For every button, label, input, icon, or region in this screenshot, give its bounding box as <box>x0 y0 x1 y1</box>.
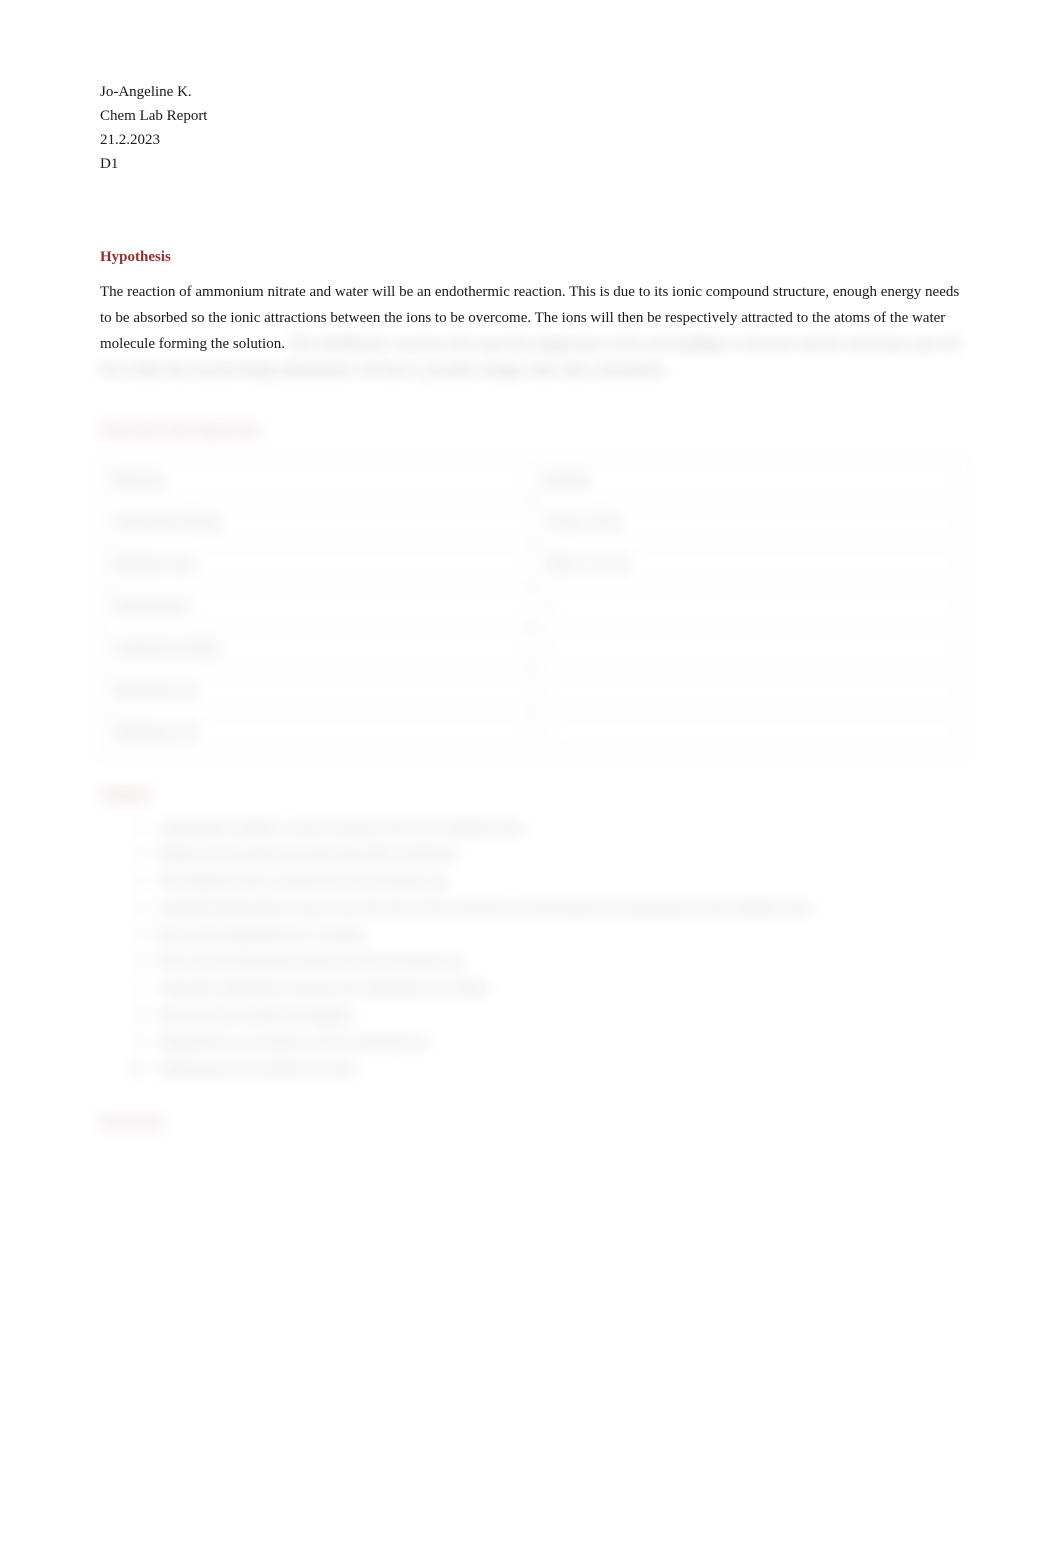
materials-section-blurred: Materials and Apparatus Materials Quanti… <box>100 419 962 1134</box>
course-title: Chem Lab Report <box>100 104 962 128</box>
method-step: Temperature is recorded for 5 trials <box>150 1058 962 1082</box>
table-row: Styrofoam cup 1 <box>101 670 962 712</box>
method-step: Using the temperature, measure the tempe… <box>150 977 962 1001</box>
student-name: Jo-Angeline K. <box>100 80 962 104</box>
method-step: Temperature is recorded at a 30 second i… <box>150 1031 962 1055</box>
hypothesis-visible: The reaction of ammonium nitrate and wat… <box>100 284 959 353</box>
method-step: Record the temperature for 3 minutes <box>150 924 962 948</box>
method-heading: Method <box>100 784 962 807</box>
method-step: A graduated cylinder is used to measure … <box>150 817 962 841</box>
method-list: A graduated cylinder is used to measure … <box>100 817 962 1082</box>
table-row: Thermometer 1 <box>101 586 962 628</box>
table-row: Weighing scale 1 <box>101 712 962 754</box>
hypothesis-body: The reaction of ammonium nitrate and wat… <box>100 279 962 384</box>
method-step: Prepare the styrofoam cup and setup tabl… <box>150 843 962 867</box>
table-row: Graduated cylinder 1 <box>101 628 962 670</box>
report-date: 21.2.2023 <box>100 128 962 152</box>
method-step: Using the thermometer, insert it into th… <box>150 897 962 921</box>
hypothesis-blurred-line1: The endothermic reaction will cause the … <box>288 336 932 352</box>
method-step: The distilled water is poured into the s… <box>150 870 962 894</box>
hypothesis-heading: Hypothesis <box>100 246 962 269</box>
method-step: Slowly stir the solution throughout <box>150 1004 962 1028</box>
table-header-row: Materials Quantity <box>101 460 962 502</box>
raw-data-heading: Raw Data <box>100 1111 962 1134</box>
table-row: Distilled water 100cm ± 0.5cm <box>101 544 962 586</box>
materials-heading: Materials and Apparatus <box>100 419 962 442</box>
materials-table: Materials Quantity Ammonium Nitrate 10.0… <box>100 459 962 754</box>
section-code: D1 <box>100 152 962 176</box>
col-materials: Materials <box>101 460 532 502</box>
method-step: Pour 10 g of ammonium nitrate into the s… <box>150 950 962 974</box>
document-header: Jo-Angeline K. Chem Lab Report 21.2.2023… <box>100 80 962 176</box>
table-row: Ammonium Nitrate 10.0g ± 0.01g <box>101 502 962 544</box>
col-quantity: Quantity <box>531 460 962 502</box>
